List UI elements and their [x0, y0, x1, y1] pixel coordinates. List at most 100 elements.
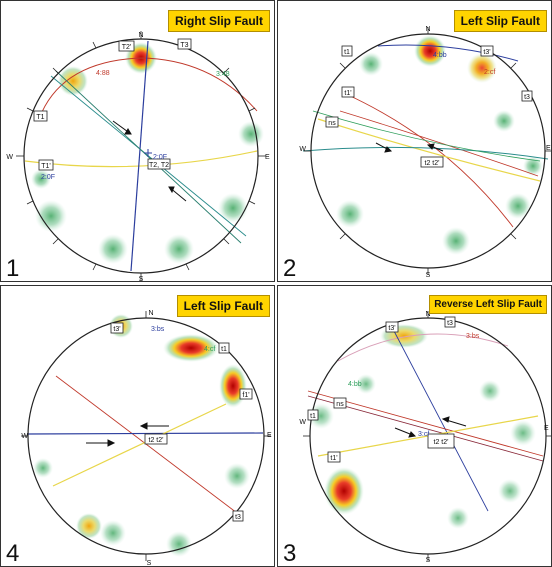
fault-type-badge: Reverse Left Slip Fault — [429, 295, 547, 314]
stat-label-blue: 2:0F — [153, 154, 167, 161]
label-box: T3 — [177, 38, 192, 50]
stereonet-plot-2: N E S W t1 t3' t1' t3 ns — [299, 26, 551, 279]
great-circle-red — [38, 57, 258, 120]
great-circle-red-2 — [339, 110, 539, 177]
great-circle-yellow — [24, 150, 258, 168]
density-blob — [447, 507, 469, 529]
slip-arrow — [112, 120, 187, 202]
stat-label-blue: 2:0F — [41, 174, 55, 181]
label-box: t3' — [385, 321, 399, 333]
density-blob — [308, 403, 334, 429]
label-box: t2 t2' — [427, 433, 455, 449]
stat-label-blue: 4:bb — [433, 52, 447, 59]
svg-text:ns: ns — [336, 401, 344, 408]
stereonet-panel-4: N E S W t3' t1 f1' t3 t2 t2' — [0, 285, 275, 567]
stat-label-green: 3:48 — [216, 71, 230, 78]
density-blob — [336, 200, 364, 228]
direction-n: N — [425, 311, 430, 318]
fault-type-badge: Left Slip Fault — [176, 295, 270, 317]
stat-label-blue: 3:cf — [418, 431, 429, 438]
slip-arrow — [394, 416, 467, 438]
density-blob — [224, 463, 250, 489]
svg-text:t3: t3 — [235, 514, 241, 521]
direction-s: S — [426, 272, 431, 279]
label-box: ns — [333, 397, 347, 409]
label-box: t3 — [521, 90, 533, 102]
panel-number: 4 — [6, 540, 20, 567]
stereonet-panel-1: N E S W T2' T3 T1 T1' — [0, 0, 275, 282]
density-blob — [510, 420, 536, 446]
density-blob — [219, 364, 247, 408]
great-circle-blue — [377, 44, 519, 62]
density-blob — [442, 227, 470, 255]
direction-s: S — [139, 276, 144, 282]
fault-plane-blue — [130, 40, 149, 272]
direction-n: N — [148, 310, 153, 317]
panel-number: 2 — [283, 255, 297, 282]
label-box: T2' — [118, 40, 135, 52]
density-blob — [218, 193, 248, 223]
label-box: t1' — [327, 451, 341, 463]
great-circle-green — [312, 110, 541, 162]
label-box: t3 — [232, 510, 244, 522]
stereonet-plot-4: N E S W t3' t1 f1' t3 t2 t2' — [21, 310, 272, 567]
direction-w: W — [299, 146, 306, 153]
density-blob — [100, 520, 126, 546]
svg-text:t3': t3' — [113, 326, 120, 333]
density-blob — [98, 234, 128, 264]
direction-n: N — [425, 26, 430, 33]
great-circle-teal — [302, 146, 549, 160]
density-blob — [76, 513, 102, 539]
density-blob — [414, 35, 446, 67]
fault-type-badge: Left Slip Fault — [453, 10, 547, 32]
great-circle-yellow — [317, 118, 541, 182]
fault-plane-red — [307, 390, 544, 457]
panel-number: 1 — [6, 255, 20, 282]
density-blob — [324, 467, 364, 515]
svg-text:ns: ns — [328, 120, 336, 127]
svg-text:T1': T1' — [41, 163, 51, 170]
label-box: T2, T2 — [147, 158, 171, 170]
svg-text:T1: T1 — [36, 114, 44, 121]
tick-marks — [303, 311, 551, 561]
svg-text:T3: T3 — [180, 42, 188, 49]
label-box: t1 — [307, 409, 319, 421]
slip-arrow — [86, 422, 169, 447]
label-box: t3' — [110, 322, 124, 334]
density-blob — [166, 531, 192, 557]
density-blob — [498, 479, 522, 503]
label-box: T1' — [38, 159, 54, 171]
stat-label-blue: 3:bs — [151, 326, 165, 333]
svg-text:f1': f1' — [242, 392, 249, 399]
svg-text:T2': T2' — [122, 44, 132, 51]
svg-text:t3: t3 — [447, 320, 453, 327]
fault-plane-blue — [26, 432, 264, 435]
direction-e: E — [267, 432, 272, 439]
label-box: T1 — [33, 110, 48, 122]
svg-text:t1: t1 — [344, 49, 350, 56]
panel-number: 3 — [283, 540, 297, 567]
direction-e: E — [544, 425, 549, 432]
direction-s: S — [147, 560, 152, 567]
direction-e: E — [265, 154, 270, 161]
density-blob — [467, 53, 497, 83]
direction-e: E — [546, 145, 551, 152]
label-box: t1 — [341, 45, 353, 57]
direction-w: W — [299, 419, 306, 426]
density-blob — [35, 200, 67, 232]
slip-arrow — [375, 142, 444, 153]
label-box: t3' — [480, 45, 494, 57]
fault-type-badge: Right Slip Fault — [168, 10, 270, 32]
direction-n: N — [138, 32, 143, 39]
fault-plane-red-2 — [307, 395, 544, 462]
density-blob — [493, 110, 515, 132]
great-circle-pink — [337, 333, 509, 362]
svg-text:t2 t2': t2 t2' — [425, 160, 440, 167]
stereonet-panel-3: N E S W t3' t3 ns t1 t1' — [277, 285, 552, 567]
stat-label-red: 3:bs — [466, 333, 480, 340]
density-blob — [31, 169, 51, 189]
density-blob — [356, 374, 376, 394]
stat-label-green: 4:cf — [204, 346, 215, 353]
density-blob — [238, 121, 264, 147]
centre-mark — [144, 149, 152, 157]
